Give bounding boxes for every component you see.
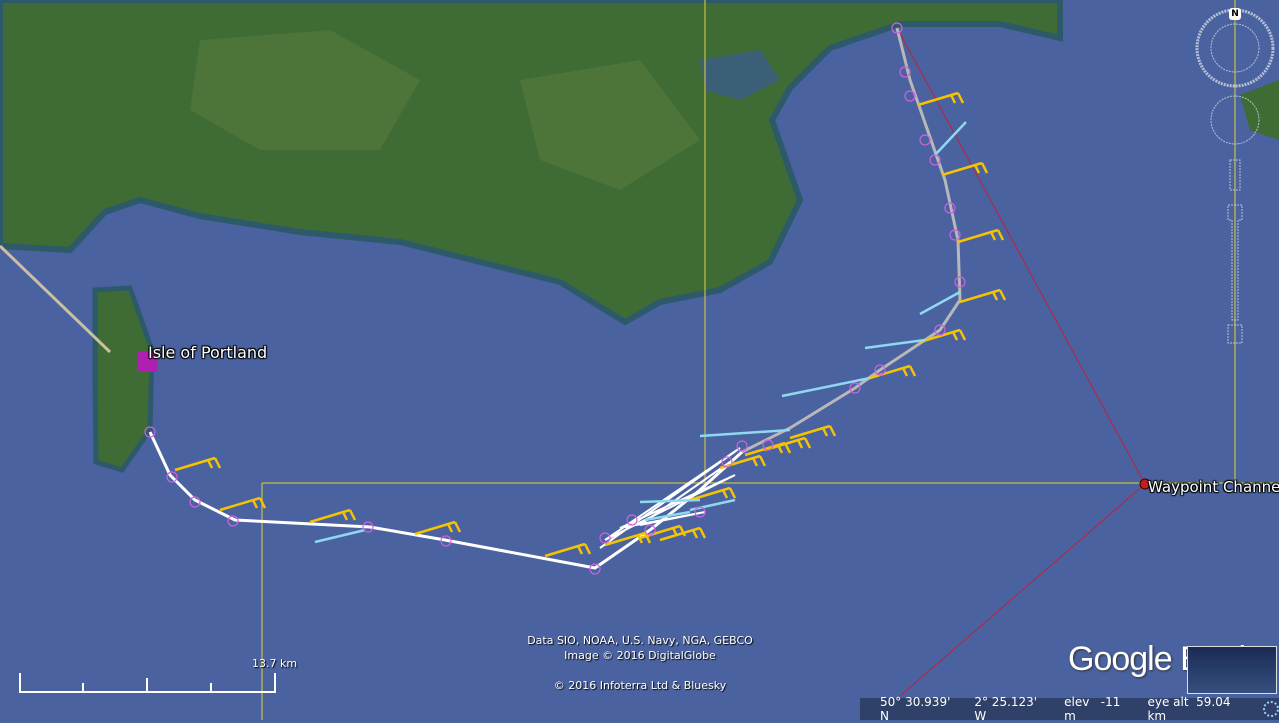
current-arrow bbox=[934, 121, 967, 156]
track-point bbox=[694, 506, 706, 518]
longitude: 2° 25.123' W bbox=[974, 695, 1038, 723]
attribution-image: Image © 2016 DigitalGlobe bbox=[564, 649, 716, 662]
chesil-beach bbox=[0, 244, 112, 354]
current-arrow bbox=[864, 338, 926, 350]
wind-barb bbox=[869, 364, 917, 380]
current-arrow bbox=[644, 510, 691, 522]
track-point bbox=[189, 496, 201, 508]
track-point bbox=[944, 202, 956, 214]
track-point bbox=[362, 521, 374, 533]
track-point bbox=[954, 276, 966, 288]
elevation: -11 m bbox=[1064, 695, 1121, 723]
track-point bbox=[904, 90, 916, 102]
track-point bbox=[849, 382, 861, 394]
land-texture bbox=[190, 30, 700, 190]
wind-barb bbox=[659, 526, 707, 542]
track-point bbox=[599, 532, 611, 544]
wind-barb bbox=[719, 454, 767, 470]
wind-barb bbox=[919, 328, 967, 344]
isle-of-portland-placemark[interactable] bbox=[137, 352, 157, 372]
track-point bbox=[949, 229, 961, 241]
track-line-gray bbox=[741, 27, 962, 454]
track-point bbox=[644, 524, 656, 536]
grid-lines bbox=[261, 0, 1279, 720]
track-point bbox=[874, 364, 886, 376]
track-point bbox=[899, 66, 911, 78]
eye-alt-label: eye alt bbox=[1147, 695, 1189, 709]
wind-barb bbox=[957, 228, 1005, 244]
harbour-water bbox=[700, 50, 780, 100]
placemark-label-waypoint-channel[interactable]: Waypoint Channel bbox=[1148, 478, 1279, 496]
wind-barb bbox=[544, 542, 592, 558]
land-isle-of-wight-edge bbox=[1240, 80, 1279, 140]
wind-barb bbox=[959, 288, 1007, 304]
current-arrow bbox=[919, 290, 961, 316]
track-point bbox=[721, 456, 733, 468]
scale-label: 13.7 km bbox=[252, 657, 298, 670]
wind-barb bbox=[604, 531, 652, 547]
elev-label: elev bbox=[1064, 695, 1090, 709]
track-point bbox=[166, 471, 178, 483]
land-isle-of-portland bbox=[92, 285, 155, 473]
track-point bbox=[589, 563, 601, 575]
zoom-slider[interactable] bbox=[1227, 204, 1243, 344]
current-arrow bbox=[781, 376, 871, 398]
current-arrow bbox=[639, 498, 701, 504]
move-joystick[interactable] bbox=[1210, 95, 1260, 145]
track-point bbox=[919, 134, 931, 146]
streaming-indicator-icon bbox=[1263, 701, 1279, 717]
wind-barb bbox=[219, 496, 267, 512]
wind-barb bbox=[789, 424, 837, 440]
wind-barb bbox=[174, 456, 222, 472]
wind-barb bbox=[689, 486, 737, 502]
wind-barb bbox=[917, 91, 965, 107]
wind-barb bbox=[309, 508, 357, 524]
track-point bbox=[440, 535, 452, 547]
scale-bar bbox=[19, 673, 276, 693]
track-point bbox=[626, 514, 638, 526]
status-bar: 50° 30.939' N 2° 25.123' W elev -11 m ey… bbox=[860, 695, 1279, 723]
track-point bbox=[762, 439, 774, 451]
wind-barb bbox=[941, 161, 989, 177]
attribution-infoterra: © 2016 Infoterra Ltd & Bluesky bbox=[553, 679, 727, 692]
track-point bbox=[929, 154, 941, 166]
attribution-data: Data SIO, NOAA, U.S. Navy, NGA, GEBCO bbox=[527, 634, 753, 647]
north-indicator[interactable]: N bbox=[1229, 8, 1241, 20]
google-earth-logo-thumbnail bbox=[1187, 646, 1277, 694]
track-line-loop bbox=[599, 447, 741, 549]
current-arrow bbox=[699, 428, 791, 438]
street-view-pegman[interactable] bbox=[1229, 159, 1241, 191]
route-lines bbox=[877, 27, 1146, 716]
track-point bbox=[934, 324, 946, 336]
track-point bbox=[891, 22, 903, 34]
waypoint-channel-placemark[interactable] bbox=[1139, 478, 1151, 490]
current-arrow bbox=[314, 528, 366, 544]
track-line bbox=[148, 431, 744, 570]
track-point bbox=[144, 426, 156, 438]
placemark-label-isle-of-portland[interactable]: Isle of Portland bbox=[148, 343, 268, 362]
wind-barb bbox=[414, 520, 462, 536]
latitude: 50° 30.939' N bbox=[880, 695, 951, 723]
track-point bbox=[227, 515, 239, 527]
track-point bbox=[736, 440, 748, 452]
